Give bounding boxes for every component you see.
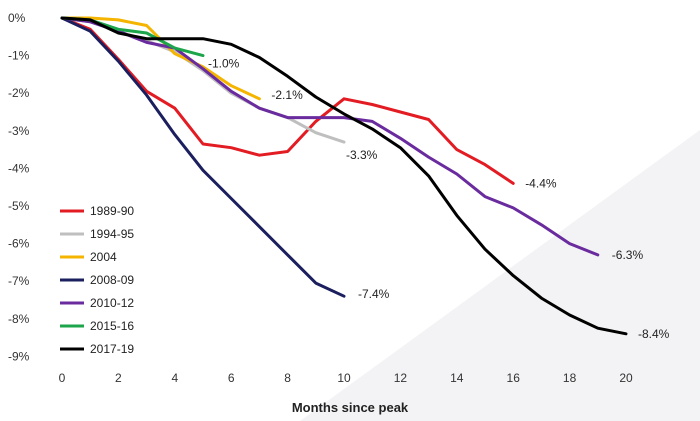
end-label-2004: -2.1% <box>271 88 303 102</box>
end-label-1989-90: -4.4% <box>525 176 557 190</box>
legend-label-2008-09: 2008-09 <box>90 273 134 287</box>
legend-label-2017-19: 2017-19 <box>90 342 134 356</box>
x-tick-label: 18 <box>563 371 577 385</box>
x-tick-label: 10 <box>337 371 351 385</box>
y-axis: 0% -1% -2% -3% -4% -5% -6% -7% -8% -9% <box>8 11 30 363</box>
x-tick-label: 4 <box>171 371 178 385</box>
legend: 1989-90 1994-95 2004 2008-09 2010-12 2015-16 2… <box>60 204 134 356</box>
end-label-2017-19: -8.4% <box>638 327 670 341</box>
legend-label-1994-95: 1994-95 <box>90 227 134 241</box>
x-axis: 0 2 4 6 8 10 12 14 16 18 20 <box>59 371 633 385</box>
background-decoration <box>300 130 700 421</box>
end-labels: -4.4% -3.3% -2.1% -7.4% -6.3% -1.0% -8.4% <box>208 57 670 341</box>
series-line-1994-95 <box>60 16 346 144</box>
x-tick-label: 2 <box>115 371 122 385</box>
end-label-2008-09: -7.4% <box>358 287 390 301</box>
series-line-2010-12 <box>60 16 600 257</box>
legend-label-2015-16: 2015-16 <box>90 319 134 333</box>
series-lines <box>60 16 628 336</box>
x-tick-label: 14 <box>450 371 464 385</box>
x-axis-title: Months since peak <box>292 400 409 415</box>
y-tick-label: -5% <box>8 199 30 213</box>
y-tick-label: -7% <box>8 274 30 288</box>
series-line-1989-90 <box>60 16 515 185</box>
y-tick-label: -6% <box>8 237 30 251</box>
y-tick-label: -9% <box>8 349 30 363</box>
x-tick-label: 6 <box>228 371 235 385</box>
x-tick-label: 12 <box>394 371 408 385</box>
x-tick-label: 8 <box>284 371 291 385</box>
series-line-2008-09 <box>60 16 346 298</box>
end-label-2010-12: -6.3% <box>612 248 644 262</box>
series-line-2017-19 <box>60 16 628 336</box>
y-tick-label: -4% <box>8 161 30 175</box>
y-tick-label: 0% <box>8 11 26 25</box>
legend-label-1989-90: 1989-90 <box>90 204 134 218</box>
x-tick-label: 16 <box>507 371 521 385</box>
y-tick-label: -2% <box>8 86 30 100</box>
y-tick-label: -1% <box>8 49 30 63</box>
background-shade <box>300 130 700 421</box>
y-tick-label: -8% <box>8 312 30 326</box>
x-tick-label: 0 <box>59 371 66 385</box>
legend-label-2004: 2004 <box>90 250 117 264</box>
legend-label-2010-12: 2010-12 <box>90 296 134 310</box>
y-tick-label: -3% <box>8 124 30 138</box>
end-label-1994-95: -3.3% <box>346 148 378 162</box>
x-tick-label: 20 <box>619 371 633 385</box>
end-label-2015-16: -1.0% <box>208 57 240 71</box>
